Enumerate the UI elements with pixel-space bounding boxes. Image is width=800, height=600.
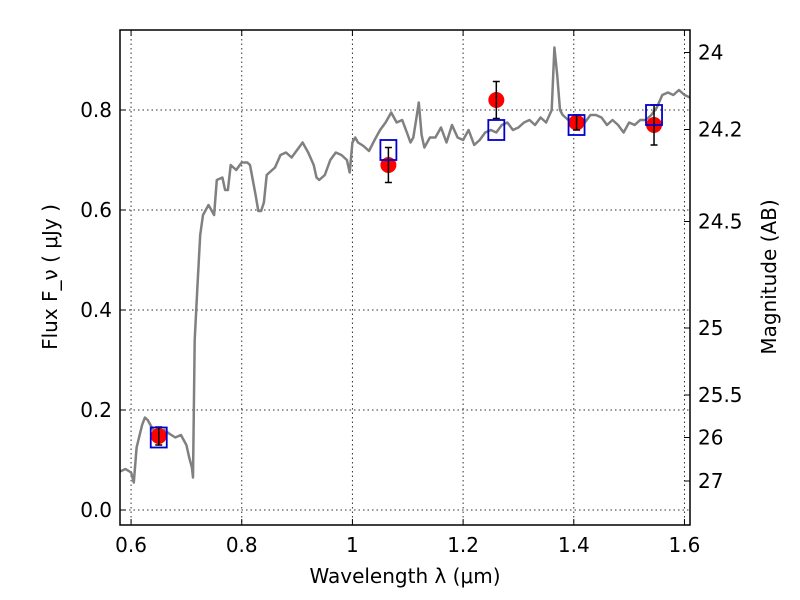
plot-area (119, 46, 691, 484)
x-tick-label: 1.4 (558, 533, 590, 557)
plot-frame (119, 29, 691, 526)
right-tick-label: 27 (698, 469, 723, 493)
y-tick-label: 0.4 (80, 298, 112, 322)
right-tick-label: 24.2 (698, 118, 743, 142)
right-tick-label: 25.5 (698, 383, 743, 407)
model-point-square (149, 426, 168, 449)
x-tick-label: 0.8 (226, 533, 258, 557)
right-tick-label: 25 (698, 316, 723, 340)
right-axis-label: Magnitude (AB) (757, 199, 781, 354)
y-tick-label: 0.8 (80, 98, 112, 122)
right-tick-label: 24.5 (698, 210, 743, 234)
ticks: 0.6 0.8 1 1.2 1.4 1.6 0.0 0.2 0.4 0.6 0.8 24 24.2 24.… (80, 30, 743, 557)
right-tick-label: 24 (698, 41, 723, 65)
x-tick-label: 1.2 (447, 533, 479, 557)
model-point-square (645, 104, 663, 126)
y-axis-label: Flux F_ν ( μJy ) (38, 204, 62, 350)
x-tick-label: 1.6 (669, 533, 701, 557)
y-tick-label: 0.6 (80, 198, 112, 222)
model-point-square (487, 119, 506, 141)
right-tick-label: 26 (698, 426, 723, 450)
x-tick-label: 1 (346, 533, 359, 557)
y-tick-label: 0.2 (80, 398, 112, 422)
grid (120, 30, 690, 525)
model-point-square (567, 114, 586, 136)
x-axis-label: Wavelength λ (μm) (309, 564, 500, 588)
x-tick-label: 0.6 (115, 533, 147, 557)
model-point-square (379, 139, 398, 161)
y-tick-label: 0.0 (80, 498, 112, 522)
